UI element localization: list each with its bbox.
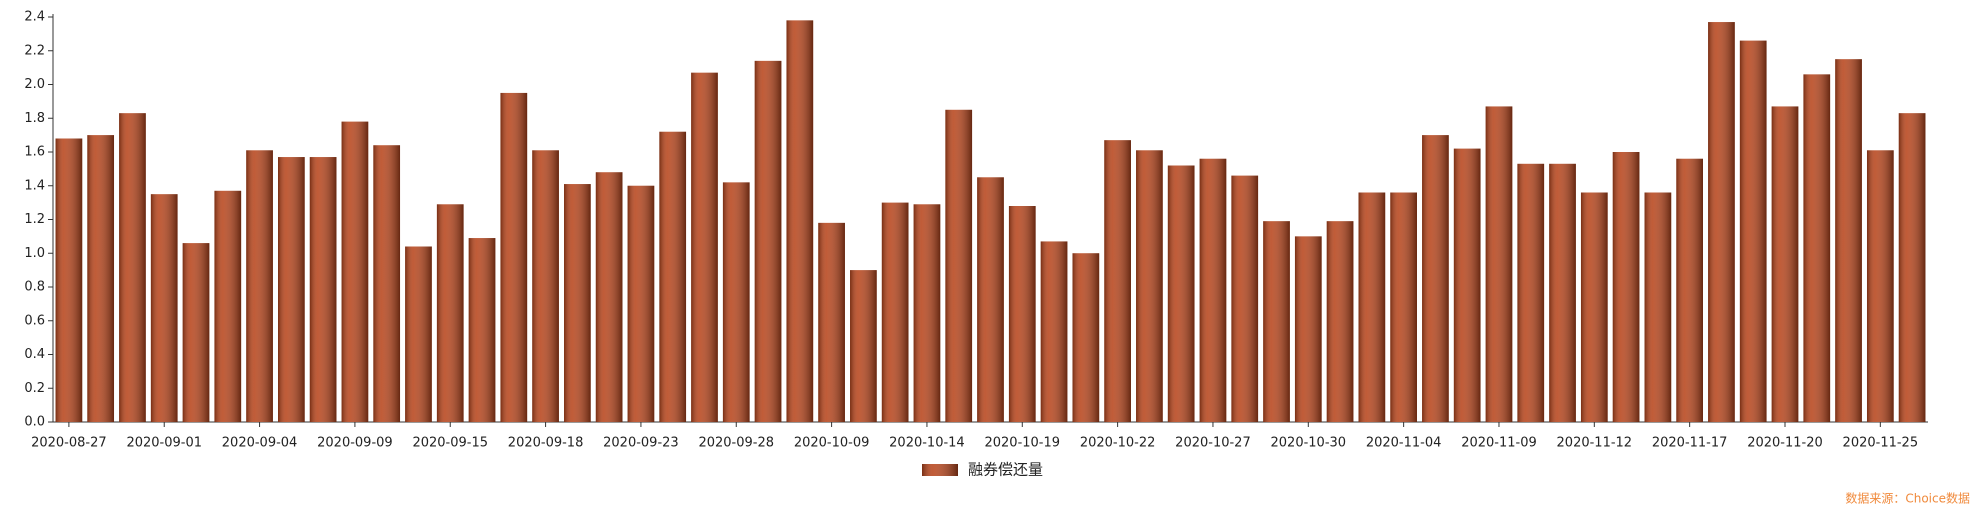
- x-tick-label: 2020-10-19: [984, 436, 1060, 451]
- bar-shade: [1453, 148, 1481, 422]
- x-tick-label: 2020-09-09: [317, 436, 393, 451]
- bar-shade: [1326, 221, 1354, 422]
- bar-shade: [1294, 236, 1322, 422]
- bar-shade: [850, 270, 877, 422]
- y-tick-label: 0.0: [24, 415, 45, 430]
- bar-shade: [786, 20, 814, 422]
- bar-shade: [87, 135, 115, 422]
- bar-shade: [309, 157, 337, 422]
- y-tick-label: 1.6: [24, 145, 45, 160]
- x-tick-label: 2020-09-23: [603, 436, 679, 451]
- bar-shade: [1612, 152, 1640, 422]
- bar-shade: [182, 243, 210, 422]
- legend-label: 融券偿还量: [968, 461, 1043, 479]
- x-tick-label: 2020-11-12: [1557, 436, 1633, 451]
- bar-shade: [468, 238, 496, 422]
- bar-shade: [405, 246, 432, 422]
- bar-shade: [595, 172, 623, 422]
- y-tick-label: 1.4: [24, 178, 45, 193]
- bar-shade: [945, 109, 973, 422]
- x-tick-label: 2020-11-20: [1747, 436, 1823, 451]
- bar-shade: [1676, 158, 1703, 422]
- bar-shade: [1485, 106, 1513, 422]
- bar-shade: [1199, 158, 1227, 422]
- bar-shade: [722, 182, 750, 422]
- bar-shade: [1422, 135, 1449, 422]
- bar-shade: [1231, 175, 1259, 422]
- bar-shade: [1708, 22, 1735, 422]
- x-tick-label: 2020-11-04: [1366, 436, 1442, 451]
- bar-shade: [1040, 241, 1068, 422]
- bar-shade: [214, 190, 242, 422]
- bar-shade: [119, 113, 146, 422]
- x-tick-label: 2020-09-28: [698, 436, 774, 451]
- bar-shade: [1390, 192, 1417, 422]
- bar-shade: [436, 204, 464, 422]
- bar-shade: [1803, 74, 1831, 422]
- x-tick-label: 2020-09-01: [126, 436, 202, 451]
- bar-shade: [1517, 163, 1545, 422]
- y-tick-label: 2.2: [24, 43, 45, 58]
- bar-shade: [500, 92, 528, 422]
- y-tick-label: 2.0: [24, 77, 45, 92]
- bar-shade: [55, 138, 83, 422]
- bar-shade: [1104, 140, 1131, 422]
- x-tick-label: 2020-10-14: [889, 436, 965, 451]
- bar-shade: [977, 177, 1004, 422]
- y-tick-label: 1.0: [24, 246, 45, 261]
- source-note: 数据来源：Choice数据: [1845, 491, 1970, 506]
- bar-shade: [1358, 192, 1386, 422]
- bar-shade: [818, 222, 845, 422]
- bar-shade: [373, 145, 401, 422]
- bar-shade: [532, 150, 559, 422]
- bar-shade: [246, 150, 273, 422]
- y-tick-label: 0.8: [24, 280, 45, 295]
- bar-shade: [1136, 150, 1163, 422]
- bar-shade: [1771, 106, 1799, 422]
- bar-shade: [1580, 192, 1608, 422]
- y-tick-label: 0.2: [24, 381, 45, 396]
- bar-shade: [1739, 40, 1767, 422]
- bar-shade: [150, 194, 178, 422]
- bar-shade: [691, 72, 718, 422]
- legend-swatch-shade: [922, 464, 958, 476]
- bar-shade: [1549, 163, 1576, 422]
- bar-shade: [754, 60, 782, 422]
- x-tick-label: 2020-10-30: [1271, 436, 1347, 451]
- bar-shade: [341, 121, 369, 422]
- x-tick-label: 2020-08-27: [31, 436, 107, 451]
- bar-shade: [659, 131, 687, 422]
- x-tick-label: 2020-09-15: [412, 436, 488, 451]
- bar-shade: [881, 202, 909, 422]
- bar-shade: [1644, 192, 1672, 422]
- bar-shade: [1898, 113, 1926, 422]
- bar-shade: [278, 157, 305, 422]
- y-tick-label: 0.4: [24, 347, 45, 362]
- bar-shade: [1072, 253, 1100, 422]
- bar-shade: [1835, 59, 1862, 422]
- x-tick-label: 2020-09-18: [508, 436, 584, 451]
- bar-shade: [1263, 221, 1290, 422]
- x-tick-label: 2020-11-09: [1461, 436, 1537, 451]
- y-tick-label: 2.4: [24, 10, 45, 25]
- bar-shade: [627, 185, 655, 422]
- bar-shade: [1008, 206, 1036, 422]
- x-tick-label: 2020-10-22: [1080, 436, 1156, 451]
- y-tick-label: 1.2: [24, 212, 45, 227]
- bar-shade: [564, 184, 591, 422]
- x-tick-label: 2020-11-25: [1843, 436, 1919, 451]
- x-tick-label: 2020-10-27: [1175, 436, 1251, 451]
- y-tick-label: 0.6: [24, 313, 45, 328]
- bar-shade: [913, 204, 941, 422]
- bar-shade: [1167, 165, 1195, 422]
- x-tick-label: 2020-10-09: [794, 436, 870, 451]
- bar-shade: [1866, 150, 1894, 422]
- x-tick-label: 2020-09-04: [222, 436, 298, 451]
- y-tick-label: 1.8: [24, 111, 45, 126]
- x-tick-label: 2020-11-17: [1652, 436, 1728, 451]
